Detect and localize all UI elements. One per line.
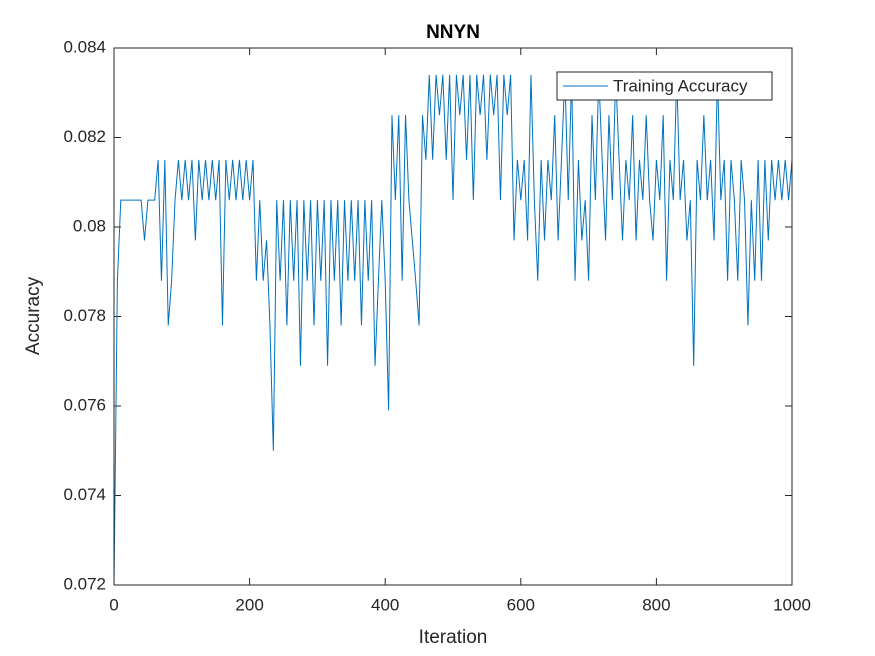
legend-label: Training Accuracy (613, 76, 748, 95)
y-axis-label: Accuracy (23, 276, 44, 355)
data-line (113, 74, 793, 586)
x-tick-label: 0 (109, 595, 118, 614)
y-tick-label: 0.076 (63, 395, 106, 414)
x-tick-label: 600 (507, 595, 535, 614)
x-tick-label: 400 (371, 595, 399, 614)
y-tick-label: 0.084 (63, 37, 106, 56)
x-tick-label: 200 (235, 595, 263, 614)
x-axis-label: Iteration (419, 627, 488, 648)
y-tick-label: 0.074 (63, 485, 106, 504)
y-tick-label: 0.072 (63, 574, 106, 593)
y-tick-label: 0.078 (63, 306, 106, 325)
y-tick-label: 0.082 (63, 127, 106, 146)
y-tick-label: 0.08 (73, 216, 106, 235)
x-tick-label: 800 (642, 595, 670, 614)
x-tick-label: 1000 (773, 595, 811, 614)
chart-title: NNYN (426, 22, 480, 43)
plot-area (114, 48, 792, 585)
axes-box (113, 47, 793, 586)
